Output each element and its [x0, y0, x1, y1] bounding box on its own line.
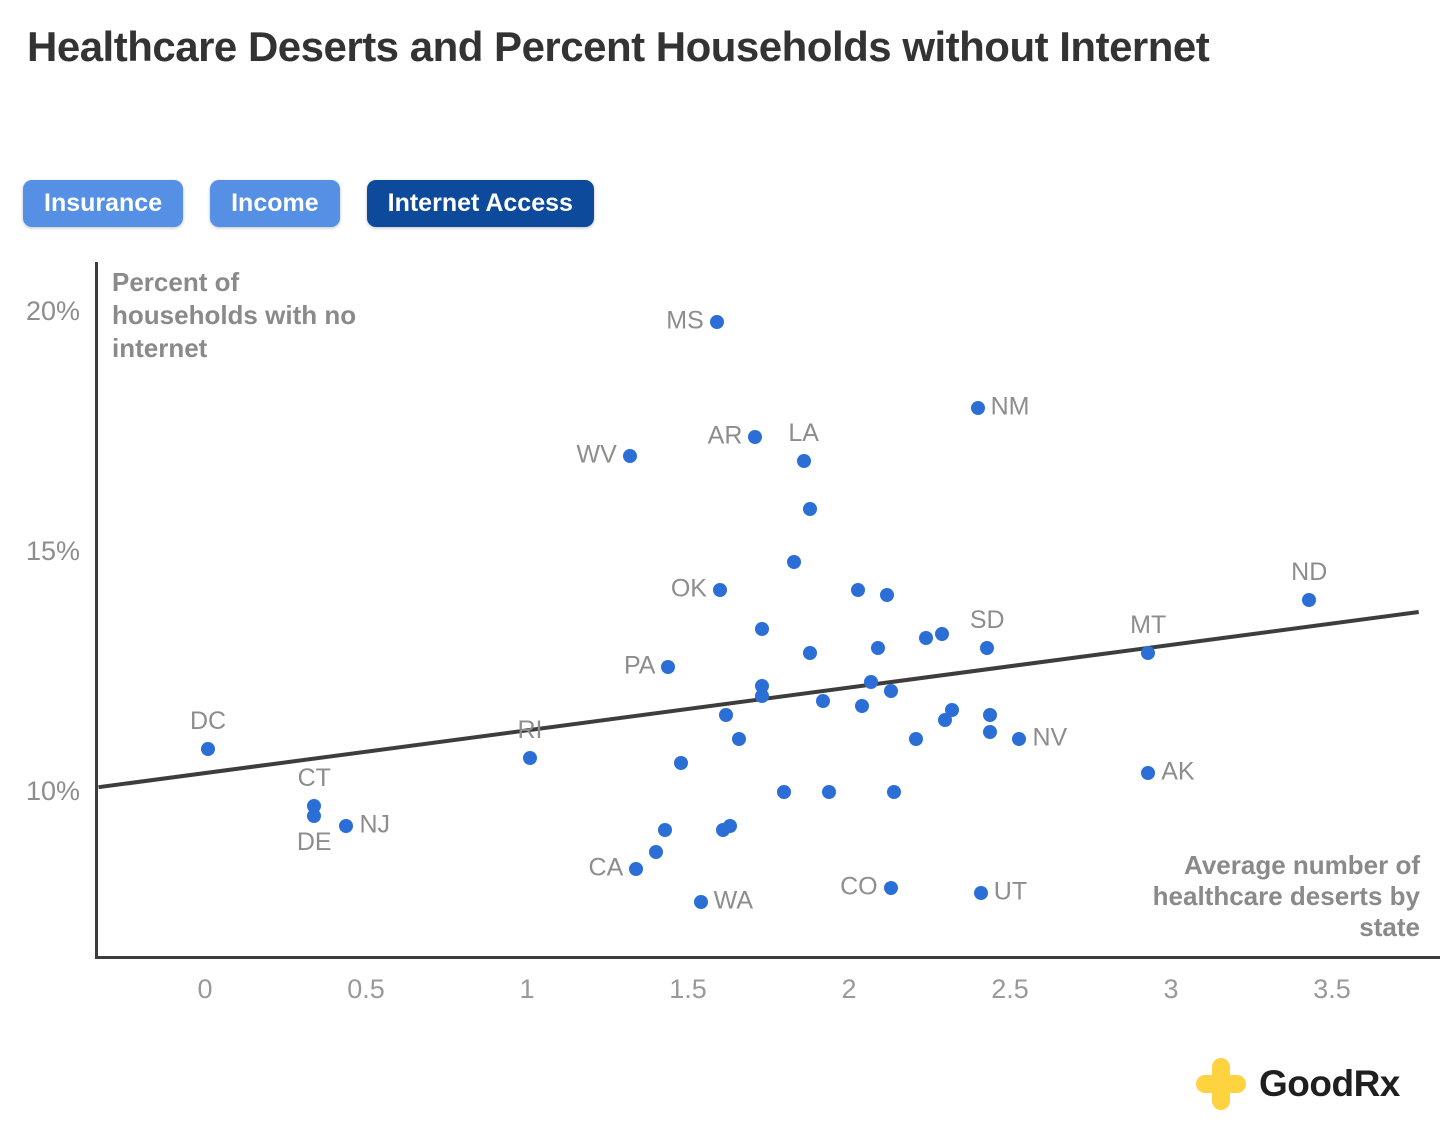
data-point-MS[interactable] — [709, 314, 724, 329]
data-point-label-NV: NV — [1032, 723, 1068, 752]
data-point-label-AR: AR — [707, 421, 743, 450]
data-point-DE[interactable] — [307, 809, 322, 823]
data-point-WA[interactable] — [693, 895, 708, 910]
y-axis-tick: 15% — [25, 536, 80, 566]
data-point-AK[interactable] — [1141, 765, 1156, 780]
data-point[interactable] — [870, 641, 885, 655]
data-point[interactable] — [803, 501, 818, 516]
data-point-PA[interactable] — [661, 660, 676, 675]
data-point[interactable] — [674, 756, 689, 771]
y-axis-title: Percent of households with no internet — [112, 267, 357, 363]
data-point-label-SD: SD — [969, 606, 1005, 634]
data-point[interactable] — [822, 785, 837, 799]
data-point[interactable] — [816, 693, 831, 708]
data-point-label-UT: UT — [993, 877, 1028, 906]
data-point[interactable] — [754, 621, 769, 636]
x-axis-tick: 2.5 — [991, 974, 1029, 1004]
data-point-MT[interactable] — [1141, 645, 1156, 660]
x-axis-tick: 2 — [841, 974, 857, 1004]
page-title: Healthcare Deserts and Percent Household… — [27, 23, 1210, 70]
data-point[interactable] — [883, 684, 898, 699]
data-point-label-NM: NM — [990, 392, 1030, 421]
x-axis-title: Average number of healthcare deserts by … — [1152, 850, 1420, 942]
goodrx-logo: GoodRx — [1196, 1058, 1400, 1110]
dataset-toggle-group: Insurance Income Internet Access — [23, 180, 594, 227]
data-point-RI[interactable] — [523, 751, 537, 766]
data-point-label-DE: DE — [296, 828, 332, 856]
tab-insurance[interactable]: Insurance — [23, 180, 184, 227]
tab-internet-access[interactable]: Internet Access — [366, 180, 594, 227]
data-point[interactable] — [983, 725, 998, 739]
data-point[interactable] — [854, 698, 869, 713]
goodrx-logo-text: GoodRx — [1259, 1063, 1400, 1104]
data-point[interactable] — [648, 845, 663, 859]
data-point-AR[interactable] — [748, 429, 763, 444]
data-point-label-ND: ND — [1291, 558, 1328, 586]
data-point[interactable] — [787, 554, 802, 569]
data-point-label-LA: LA — [788, 418, 819, 447]
data-point[interactable] — [909, 732, 924, 747]
data-point[interactable] — [754, 689, 769, 703]
data-point-label-MS: MS — [666, 305, 704, 334]
data-point-CO[interactable] — [883, 881, 898, 895]
scatter-chart: Percent of households with no internet D… — [0, 262, 1440, 1022]
data-point[interactable] — [983, 708, 998, 723]
data-point-DC[interactable] — [201, 741, 215, 756]
data-point[interactable] — [886, 785, 901, 799]
data-point[interactable] — [719, 708, 734, 723]
data-point-NJ[interactable] — [339, 818, 354, 833]
data-point-LA[interactable] — [796, 453, 811, 468]
data-point-label-CT: CT — [297, 764, 331, 793]
data-point-label-OK: OK — [670, 574, 707, 603]
x-axis-tick: 3 — [1163, 974, 1179, 1004]
x-axis-tick: 0.5 — [347, 974, 385, 1004]
data-point[interactable] — [777, 785, 792, 799]
data-point[interactable] — [658, 823, 673, 838]
data-point-label-PA: PA — [623, 651, 656, 680]
x-axis-tick: 1.5 — [669, 974, 707, 1004]
data-point-ND[interactable] — [1302, 593, 1317, 607]
tab-income[interactable]: Income — [210, 180, 340, 227]
data-point[interactable] — [935, 626, 950, 641]
data-point[interactable] — [938, 713, 953, 727]
x-axis-tick: 1 — [519, 974, 535, 1004]
data-point-label-CA: CA — [588, 853, 624, 882]
data-point[interactable] — [732, 732, 747, 747]
data-point-label-WV: WV — [576, 440, 617, 469]
data-point[interactable] — [919, 631, 934, 646]
data-point[interactable] — [803, 645, 818, 660]
data-point-CA[interactable] — [629, 861, 644, 876]
y-axis-tick: 10% — [25, 776, 80, 806]
data-point[interactable] — [716, 823, 731, 838]
x-axis-tick: 0 — [197, 974, 213, 1004]
data-point-NM[interactable] — [970, 401, 985, 415]
data-point-label-DC: DC — [189, 706, 227, 735]
plot-area: DC CT DE NJ RI WV CA PA WA MS OK AR LA CO NM UT SD NV MT AK… — [95, 262, 1440, 959]
goodrx-plus-cross-icon — [1196, 1058, 1246, 1110]
data-point-WV[interactable] — [622, 449, 637, 463]
data-point[interactable] — [864, 674, 879, 689]
data-point-NV[interactable] — [1012, 732, 1027, 747]
data-point-SD[interactable] — [980, 641, 995, 655]
data-point-label-AK: AK — [1161, 757, 1195, 786]
data-point-label-RI: RI — [517, 716, 543, 745]
data-point-label-NJ: NJ — [359, 809, 391, 838]
data-point-label-CO: CO — [840, 872, 878, 901]
data-point-label-WA: WA — [713, 886, 753, 915]
data-point-UT[interactable] — [973, 885, 988, 900]
data-point-OK[interactable] — [712, 583, 727, 598]
data-point-label-MT: MT — [1130, 610, 1167, 639]
y-axis-tick: 20% — [25, 296, 80, 326]
data-point[interactable] — [851, 583, 866, 598]
x-axis-tick: 3.5 — [1313, 974, 1351, 1004]
data-point[interactable] — [880, 588, 895, 603]
